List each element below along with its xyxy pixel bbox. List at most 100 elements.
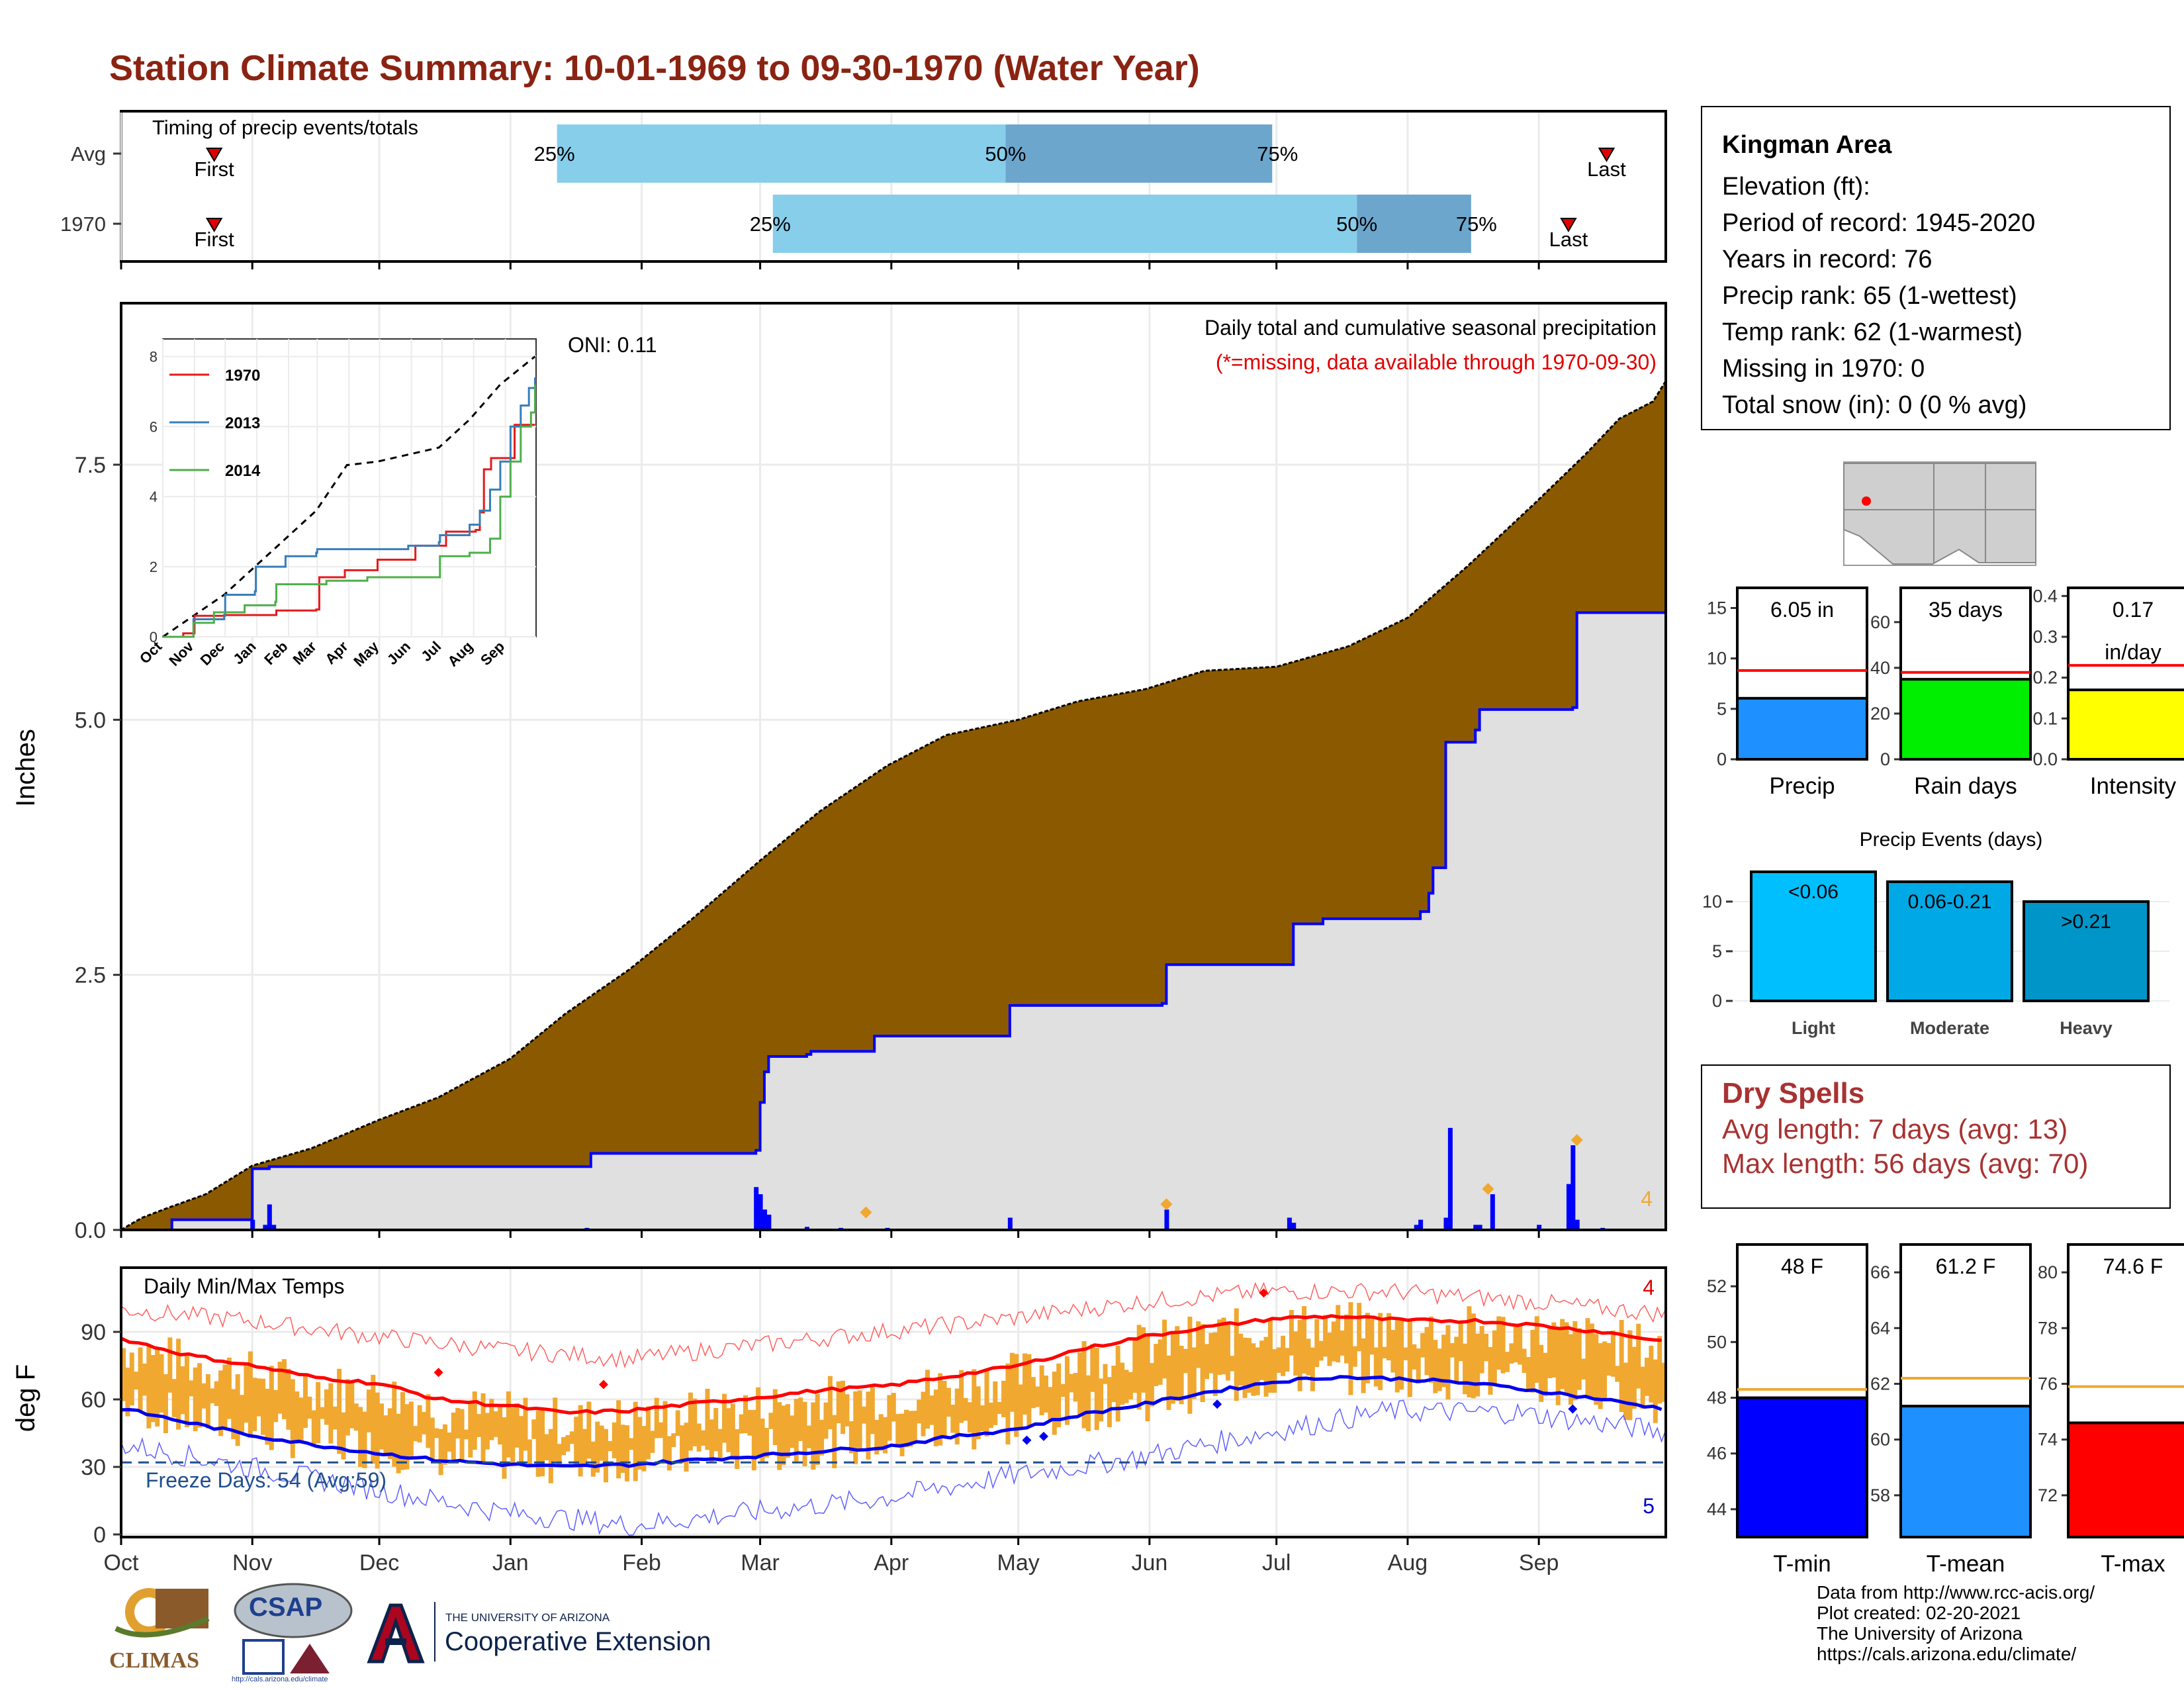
temp-daily-bar — [163, 1374, 168, 1433]
temp-daily-bar — [777, 1402, 782, 1470]
temp-x-label-dec: Dec — [359, 1550, 399, 1575]
temp-daily-bar — [1572, 1321, 1578, 1401]
temp-daily-bar — [455, 1408, 461, 1438]
temp-daily-bar — [722, 1393, 727, 1443]
temp-daily-bar — [1564, 1322, 1569, 1394]
temp-daily-bar — [688, 1392, 693, 1451]
temp-daily-bar — [265, 1388, 270, 1445]
temp-daily-bar — [1128, 1372, 1133, 1399]
temp-daily-bar — [883, 1417, 888, 1454]
temp-record-low-marker — [1022, 1435, 1032, 1445]
temp-daily-bar — [1369, 1319, 1375, 1355]
temp-daily-bar — [620, 1425, 625, 1474]
events-y-label-5: 5 — [1712, 941, 1722, 961]
temp-record-high-marker — [1259, 1288, 1269, 1298]
temp-daily-bar — [1272, 1349, 1277, 1393]
temp-daily-bar — [735, 1429, 740, 1470]
temp-daily-bar — [316, 1382, 321, 1444]
temp-daily-bar — [269, 1366, 274, 1450]
temp-x-label-apr: Apr — [874, 1550, 909, 1575]
temp-daily-bar — [1454, 1337, 1459, 1382]
temp-daily-bar — [498, 1407, 503, 1445]
climas-logo: CLIMAS — [109, 1582, 215, 1681]
temp-daily-bar — [252, 1378, 257, 1431]
temp-daily-bar — [967, 1402, 972, 1433]
temp-daily-bar — [463, 1429, 469, 1440]
temp-daily-bar — [281, 1359, 287, 1419]
timing-p50-label: 50% — [1336, 212, 1377, 236]
temp-daily-bar — [1488, 1346, 1493, 1395]
temp-daily-bar — [751, 1409, 756, 1471]
ua-a-icon — [367, 1603, 425, 1664]
temp-daily-bar — [138, 1347, 143, 1412]
temp-daily-bar — [1649, 1345, 1654, 1403]
temp-daily-bar — [701, 1430, 706, 1446]
temp-daily-bar — [180, 1366, 185, 1415]
temp-daily-bar — [1281, 1335, 1286, 1376]
temp-daily-bar — [811, 1402, 816, 1470]
temp-daily-bar — [1276, 1347, 1281, 1373]
temp-daily-bar — [1242, 1337, 1248, 1398]
precip-y-label-5-0: 5.0 — [75, 708, 106, 733]
temp-daily-bar — [205, 1374, 210, 1429]
temp-daily-bar — [870, 1387, 875, 1434]
temp-daily-bar — [1060, 1384, 1066, 1397]
temp-daily-bar — [1035, 1386, 1040, 1407]
credits-created: Plot created: 02-20-2021 — [1817, 1603, 2021, 1623]
temp-daily-bar — [358, 1407, 363, 1468]
temp-daily-bar — [222, 1364, 228, 1430]
temp-daily-bar — [1331, 1321, 1336, 1362]
temp-daily-bar — [1467, 1306, 1472, 1397]
temp-daily-bar — [477, 1414, 482, 1437]
temp-daily-bar — [400, 1392, 406, 1470]
timing-title: Timing of precip events/totals — [152, 116, 418, 139]
temp-daily-bar — [451, 1412, 456, 1462]
inset-y-label-8: 8 — [150, 348, 158, 365]
temp-daily-bar — [506, 1391, 511, 1458]
temp-daily-bar — [988, 1402, 993, 1429]
temp-daily-bar — [1306, 1338, 1311, 1376]
temp-daily-bar — [1175, 1326, 1180, 1401]
temp-daily-bar — [1297, 1320, 1302, 1391]
temp-x-label-jun: Jun — [1131, 1550, 1167, 1575]
tmean-small-y-label-60: 60 — [1870, 1430, 1890, 1450]
temp-daily-bar — [1094, 1348, 1099, 1431]
temp-daily-bar — [1018, 1384, 1023, 1430]
temp-daily-bar — [1598, 1343, 1603, 1409]
temp-daily-bar — [603, 1429, 608, 1483]
temp-daily-bar — [764, 1428, 769, 1458]
temp-daily-bar — [713, 1407, 719, 1452]
precip-daily-bar — [267, 1204, 272, 1230]
precip-small-y-label-15: 15 — [1707, 598, 1727, 618]
timing-bar-50-75 — [1005, 124, 1273, 183]
temp-record-high-marker — [598, 1380, 608, 1389]
timing-p25-label: 25% — [750, 212, 791, 236]
temp-daily-bar — [375, 1392, 380, 1469]
temp-daily-bar — [1217, 1319, 1222, 1375]
temp-daily-bar — [1623, 1362, 1629, 1421]
tmax-small-value-label: 74.6 F — [2103, 1254, 2163, 1278]
temp-daily-bar — [1103, 1364, 1108, 1384]
temp-daily-bar — [422, 1411, 427, 1434]
temp-daily-bar — [798, 1397, 803, 1441]
temp-daily-bar — [954, 1388, 960, 1445]
temp-daily-bar — [277, 1362, 283, 1414]
temp-daily-bar — [248, 1351, 253, 1438]
intensity-small-y-label-0-2: 0.2 — [2032, 668, 2058, 688]
temp-daily-bar — [582, 1429, 587, 1466]
temp-daily-bar — [1449, 1342, 1455, 1358]
temp-daily-bar — [912, 1411, 917, 1442]
temp-daily-bar — [705, 1388, 710, 1450]
temp-daily-bar — [1056, 1363, 1062, 1428]
temp-daily-bar — [290, 1379, 295, 1458]
temp-daily-bar — [349, 1382, 355, 1429]
temp-daily-bar — [142, 1363, 147, 1396]
tmean-small-y-label-62: 62 — [1870, 1374, 1890, 1393]
temp-y-label-0: 0 — [93, 1523, 106, 1548]
temp-daily-bar — [980, 1405, 985, 1431]
temp-x-label-mar: Mar — [741, 1550, 780, 1575]
precip-y-axis-title: Inches — [11, 729, 40, 807]
temp-x-label-feb: Feb — [622, 1550, 661, 1575]
temp-daily-bar — [434, 1428, 439, 1438]
raindays-small-y-label-0: 0 — [1880, 749, 1890, 769]
